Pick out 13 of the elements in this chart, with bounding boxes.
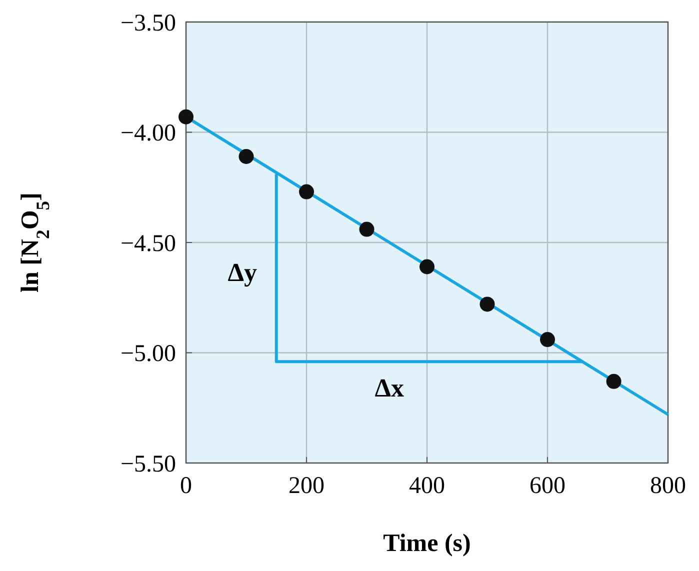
y-tick-label: −3.50 — [120, 10, 176, 36]
annotation: Δx — [374, 374, 404, 403]
x-tick-label: 800 — [650, 473, 686, 499]
x-tick-label: 0 — [180, 473, 192, 499]
x-tick-label: 600 — [530, 473, 566, 499]
x-tick-label: 400 — [409, 473, 445, 499]
y-tick-label: −4.00 — [120, 120, 176, 147]
x-tick-label: 200 — [288, 473, 324, 499]
x-axis-title: Time (s) — [383, 530, 471, 557]
y-tick-label: −5.50 — [120, 451, 176, 478]
y-tick-label: −4.50 — [120, 230, 176, 257]
y-tick-label: −5.00 — [120, 341, 176, 368]
annotation: Δy — [228, 258, 258, 287]
